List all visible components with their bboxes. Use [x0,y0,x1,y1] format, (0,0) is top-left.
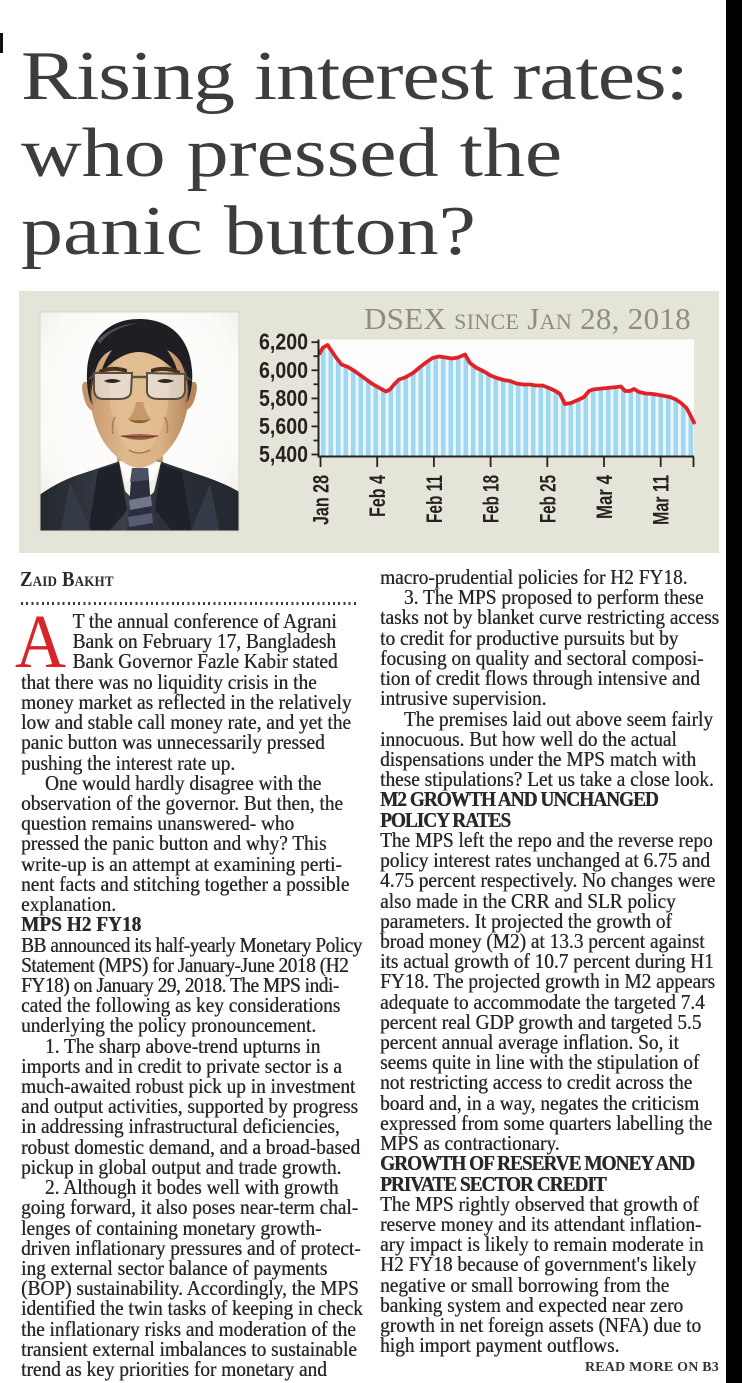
svg-text:DSEX since Jan 28, 2018: DSEX since Jan 28, 2018 [364,301,691,336]
svg-text:5,600: 5,600 [259,413,308,439]
svg-text:5,800: 5,800 [259,385,308,411]
svg-text:Jan 28: Jan 28 [309,475,334,525]
svg-text:6,200: 6,200 [259,329,308,355]
svg-text:6,000: 6,000 [259,357,308,383]
svg-text:Feb 11: Feb 11 [422,475,447,523]
svg-text:Mar 4: Mar 4 [592,474,617,519]
svg-text:Feb 4: Feb 4 [365,474,390,517]
svg-text:Feb 18: Feb 18 [479,475,504,523]
svg-text:Feb 25: Feb 25 [535,475,560,523]
svg-text:Mar 11: Mar 11 [649,475,674,525]
svg-text:5,400: 5,400 [259,441,308,467]
